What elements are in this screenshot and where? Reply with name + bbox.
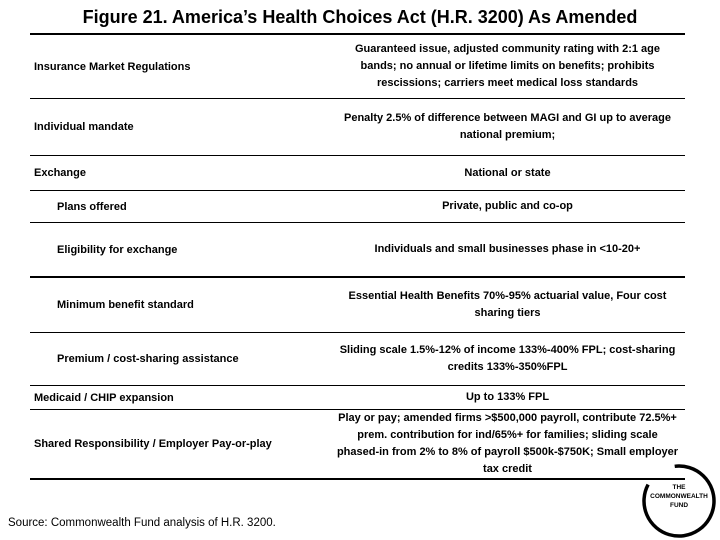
- table-row: Premium / cost-sharing assistance Slidin…: [30, 333, 685, 386]
- table-row: Shared Responsibility / Employer Pay-or-…: [30, 410, 685, 480]
- logo-text: COMMONWEALTH: [650, 493, 708, 500]
- commonwealth-fund-logo-icon: THE COMMONWEALTH FUND: [642, 464, 716, 538]
- row-label: Premium / cost-sharing assistance: [57, 353, 239, 365]
- table-row: Plans offered Private, public and co-op: [30, 191, 685, 223]
- figure-title: Figure 21. America’s Health Choices Act …: [82, 7, 638, 27]
- table-row: Insurance Market Regulations Guaranteed …: [30, 35, 685, 99]
- table-row: Medicaid / CHIP expansion Up to 133% FPL: [30, 386, 685, 410]
- logo-text: THE: [673, 484, 687, 491]
- row-value: Private, public and co-op: [442, 200, 573, 212]
- row-label: Shared Responsibility / Employer Pay-or-…: [34, 438, 272, 450]
- table-row: Individual mandate Penalty 2.5% of diffe…: [30, 99, 685, 156]
- logo-text: FUND: [670, 502, 688, 509]
- row-value: Guaranteed issue, adjusted community rat…: [354, 43, 660, 89]
- row-value: Penalty 2.5% of difference between MAGI …: [343, 112, 672, 141]
- table-row: Eligibility for exchange Individuals and…: [30, 223, 685, 278]
- row-value: Play or pay; amended firms >$500,000 pay…: [336, 412, 679, 475]
- row-label: Medicaid / CHIP expansion: [34, 391, 174, 404]
- row-value: National or state: [464, 166, 551, 179]
- row-label: Exchange: [34, 167, 86, 179]
- row-value: Sliding scale 1.5%-12% of income 133%-40…: [339, 344, 676, 373]
- source-note: Source: Commonwealth Fund analysis of H.…: [8, 517, 276, 529]
- row-value: Essential Health Benefits 70%-95% actuar…: [348, 290, 667, 319]
- table-row: Exchange National or state: [30, 156, 685, 191]
- row-value: Individuals and small businesses phase i…: [374, 243, 641, 255]
- row-value: Up to 133% FPL: [465, 391, 550, 403]
- table-row: Minimum benefit standard Essential Healt…: [30, 278, 685, 333]
- row-label: Eligibility for exchange: [57, 243, 178, 256]
- row-label: Plans offered: [57, 200, 127, 213]
- row-label: Individual mandate: [34, 121, 134, 133]
- summary-table: Insurance Market Regulations Guaranteed …: [30, 33, 685, 480]
- row-label: Insurance Market Regulations: [34, 60, 191, 73]
- row-label: Minimum benefit standard: [57, 299, 194, 311]
